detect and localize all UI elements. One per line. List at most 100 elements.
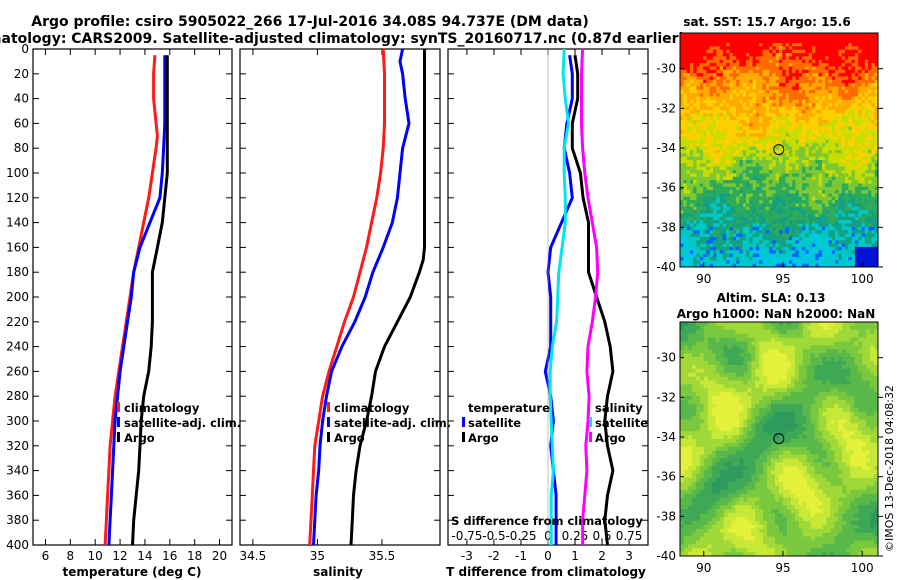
map-cell <box>864 53 869 57</box>
map-cell <box>739 143 744 148</box>
map-cell <box>838 143 843 148</box>
map-cell <box>854 89 859 94</box>
map-cell <box>866 353 871 358</box>
map-cell <box>821 156 826 161</box>
map-cell <box>871 129 876 134</box>
map-cell <box>699 143 704 148</box>
map-cell <box>788 73 793 77</box>
map-cell <box>874 96 879 101</box>
map-cell <box>826 333 831 338</box>
map-cell <box>742 126 747 131</box>
map-cell <box>739 240 744 244</box>
map-cell <box>812 193 816 198</box>
map-cell <box>798 106 803 111</box>
map-cell <box>769 256 773 261</box>
map-cell <box>709 180 714 184</box>
map-cell <box>689 200 694 204</box>
map-cell <box>719 133 724 138</box>
map-cell <box>798 170 803 174</box>
map-cell <box>686 116 691 121</box>
map-cell <box>818 83 823 87</box>
map-cell <box>683 163 687 168</box>
map-cell <box>874 136 879 141</box>
map-cell <box>874 73 879 77</box>
map-cell <box>792 263 796 268</box>
map-cell <box>864 96 869 101</box>
map-cell <box>818 183 823 188</box>
map-cell <box>729 210 734 214</box>
map-cell <box>729 103 734 107</box>
map-cell <box>736 116 740 121</box>
map-cell <box>835 43 839 47</box>
map-cell <box>841 170 846 174</box>
map-cell <box>736 210 740 214</box>
map-cell <box>848 146 852 151</box>
map-cell <box>765 109 770 114</box>
map-cell <box>871 53 876 57</box>
map-cell <box>715 353 720 358</box>
map-cell <box>746 180 750 184</box>
map-cell <box>699 230 704 234</box>
map-cell <box>815 260 819 265</box>
map-cell <box>854 206 859 211</box>
map-cell <box>739 63 744 67</box>
map-cell <box>739 333 744 338</box>
map-cell <box>722 200 727 204</box>
map-cell <box>711 322 717 327</box>
map-cell <box>868 93 872 97</box>
map-cell <box>699 193 704 198</box>
map-cell <box>716 246 720 251</box>
map-cell <box>746 216 750 221</box>
map-cell <box>769 236 773 241</box>
map-cell <box>742 136 747 141</box>
map-cell <box>706 170 711 174</box>
map-cell <box>686 180 691 184</box>
map-cell <box>795 243 800 248</box>
map-cell <box>848 233 852 238</box>
map-cell <box>835 39 839 44</box>
map-cell <box>874 126 879 131</box>
map-cell <box>747 353 752 358</box>
map-cell <box>775 126 780 131</box>
map-cell <box>752 36 757 41</box>
map-cell <box>686 243 691 248</box>
map-cell <box>722 173 727 178</box>
map-cell <box>689 63 694 67</box>
map-cell <box>808 163 813 168</box>
map-cell <box>680 260 684 265</box>
map-cell <box>795 73 800 77</box>
map-cell <box>798 73 803 77</box>
map-cell <box>854 113 859 117</box>
map-cell <box>815 73 819 77</box>
map-cell <box>785 93 790 97</box>
map-cell <box>854 200 859 204</box>
map-cell <box>808 186 813 191</box>
map-cell <box>686 190 691 194</box>
map-cell <box>788 170 793 174</box>
map-cell <box>736 153 740 158</box>
map-cell <box>749 233 753 238</box>
map-cell <box>752 53 757 57</box>
map-cell <box>699 73 704 77</box>
map-cell <box>719 193 724 198</box>
map-cell <box>828 129 833 134</box>
map-cell <box>736 109 740 114</box>
map-cell <box>762 99 767 104</box>
map-cell <box>808 260 813 265</box>
map-cell <box>821 190 826 194</box>
x-tick-label: 14 <box>137 549 152 563</box>
map-cell <box>680 49 684 54</box>
lon-tick-label: 90 <box>696 272 711 286</box>
map-cell <box>746 129 750 134</box>
map-cell <box>779 345 784 350</box>
map-cell <box>693 256 697 261</box>
map-cell <box>759 341 764 346</box>
map-cell <box>713 193 717 198</box>
map-cell <box>831 223 836 228</box>
map-cell <box>699 89 704 94</box>
map-cell <box>866 349 871 354</box>
map-cell <box>785 49 790 54</box>
map-cell <box>858 99 862 104</box>
map-cell <box>815 163 819 168</box>
map-cell <box>752 39 757 44</box>
